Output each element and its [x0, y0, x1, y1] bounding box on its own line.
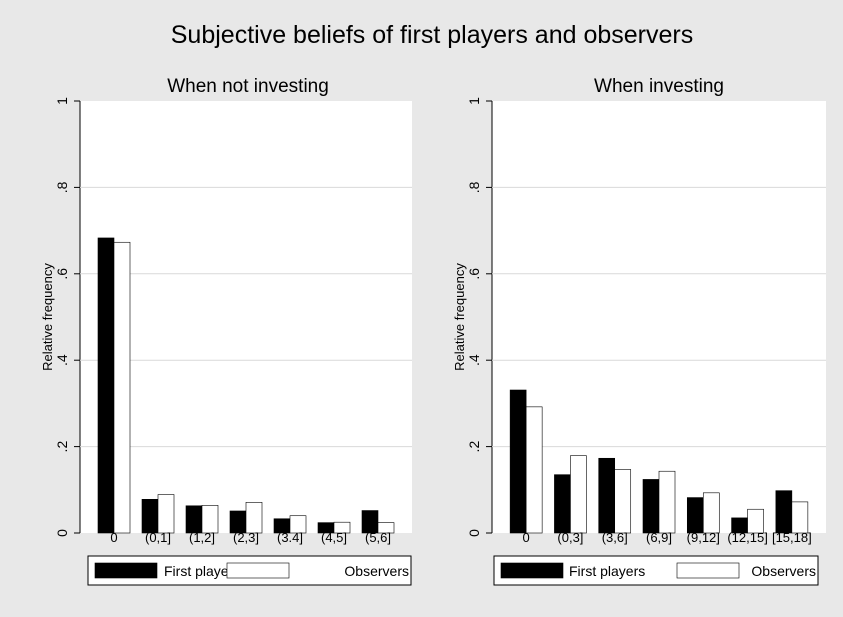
plot-area: [80, 101, 412, 533]
bar-observers: [201, 505, 219, 534]
bar-observers: [289, 515, 307, 534]
category-label: (4,5]: [321, 530, 347, 545]
bar-first-players: [642, 479, 660, 534]
y-tick-label: 1: [466, 97, 482, 105]
category-label: (3.4]: [277, 530, 303, 545]
panel-title: When investing: [594, 76, 724, 97]
bar-first-players: [554, 474, 571, 534]
legend-label-observers: Observers: [344, 563, 409, 579]
bar-observers: [658, 470, 676, 534]
y-tick-label: .4: [466, 354, 482, 366]
category-label: [15,18]: [772, 530, 812, 545]
y-axis-label: Relative frequency: [40, 263, 55, 371]
bar-first-players: [686, 497, 704, 534]
category-label: (9,12]: [687, 530, 720, 545]
legend-swatch-first-players: [500, 562, 564, 579]
y-tick-label: .6: [54, 268, 70, 280]
bar-observers: [157, 494, 175, 534]
bar-observers: [333, 521, 351, 534]
chart-panel-2: When investing 0 .2 .4 .6 .8 1 Relative frequen…: [452, 76, 826, 586]
legend-swatch-observers: [226, 562, 290, 579]
plot-area: [492, 101, 826, 533]
category-label: (2,3]: [233, 530, 259, 545]
legend-swatch-observers: [676, 562, 740, 579]
bar-observers: [245, 502, 263, 534]
y-tick-label: .2: [466, 441, 482, 453]
bar-observers: [702, 492, 720, 534]
y-tick-label: .4: [54, 354, 70, 366]
legend: First players Observers: [87, 555, 412, 586]
category-label: (1,2]: [189, 530, 215, 545]
y-tick-label: .8: [466, 181, 482, 193]
legend-swatch-first-players: [94, 562, 158, 579]
bar-observers: [113, 241, 131, 534]
bar-first-players: [185, 505, 203, 534]
category-label: (3,6]: [602, 530, 628, 545]
category-label: 0: [523, 530, 530, 545]
y-tick-label: 0: [54, 529, 70, 537]
chart-panel-1: When not investing 0 .2 .4 .6 .8 1 Relative fre…: [40, 76, 412, 586]
bar-first-players: [598, 457, 616, 534]
bar-observers: [377, 522, 395, 534]
bar-first-players: [361, 510, 379, 534]
panels: When not investing 0 .2 .4 .6 .8 1 Relative fre…: [40, 76, 826, 586]
legend-label-first-players: First players: [164, 563, 240, 579]
bar-first-players: [509, 389, 527, 534]
bar-first-players: [141, 499, 159, 534]
y-tick-label: .8: [54, 181, 70, 193]
legend-label-observers: Observers: [751, 563, 816, 579]
figure-title: Subjective beliefs of first players and …: [171, 21, 693, 49]
y-tick-label: .2: [54, 441, 70, 453]
category-label: (6,9]: [646, 530, 672, 545]
category-label: (5,6]: [365, 530, 391, 545]
y-tick-label: 0: [466, 529, 482, 537]
panel-title: When not investing: [167, 76, 329, 97]
legend-label-first-players: First players: [569, 563, 645, 579]
bar-first-players: [97, 237, 115, 534]
category-label: (0,3]: [557, 530, 583, 545]
category-label: 0: [110, 530, 117, 545]
category-label: (0,1]: [145, 530, 171, 545]
bar-observers: [791, 501, 809, 534]
bar-observers: [614, 469, 632, 534]
bar-observers: [570, 455, 587, 534]
bar-first-players: [775, 490, 793, 534]
legend: First players Observers: [493, 555, 819, 586]
y-tick-label: 1: [54, 97, 70, 105]
bar-observers: [747, 508, 764, 534]
bar-observers: [525, 406, 543, 534]
y-tick-label: .6: [466, 268, 482, 280]
category-label: (12,15]: [727, 530, 767, 545]
y-axis-label: Relative frequency: [452, 263, 467, 371]
